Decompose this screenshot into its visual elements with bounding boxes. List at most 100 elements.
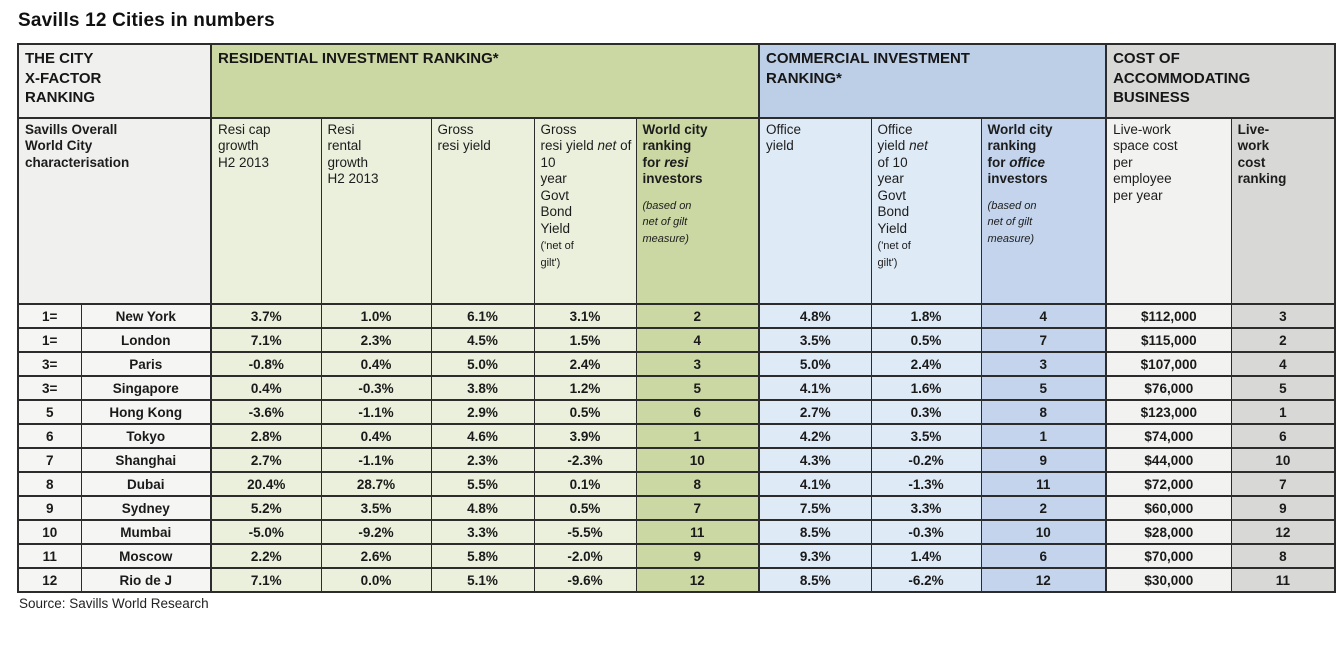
resi-rank-cell: 6 bbox=[635, 399, 760, 425]
xfactor-rank-cell: 11 bbox=[17, 543, 82, 569]
xfactor-rank-cell: 1= bbox=[17, 303, 82, 329]
gross-resi-yield-net-cell: 0.5% bbox=[533, 399, 637, 425]
resi-rental-growth-cell: 2.3% bbox=[320, 327, 432, 353]
gross-resi-yield-net-cell: -9.6% bbox=[533, 567, 637, 593]
office-yield-cell: 4.1% bbox=[758, 471, 872, 497]
office-rank-cell: 4 bbox=[980, 303, 1107, 329]
office-rank-cell: 7 bbox=[980, 327, 1107, 353]
xfactor-rank-cell: 1= bbox=[17, 327, 82, 353]
office-yield-net-cell: -1.3% bbox=[870, 471, 982, 497]
gross-resi-yield-cell: 5.1% bbox=[430, 567, 535, 593]
live-work-cost-cell: $76,000 bbox=[1105, 375, 1232, 401]
gross-resi-yield-cell: 5.0% bbox=[430, 351, 535, 377]
group-city-xfactor: THE CITY X-FACTOR RANKING bbox=[17, 43, 212, 119]
city-cell: Mumbai bbox=[80, 519, 212, 545]
col-header-live-work-cost-ranking: Live- work cost ranking bbox=[1230, 117, 1336, 305]
live-work-cost-cell: $72,000 bbox=[1105, 471, 1232, 497]
office-yield-net-cell: 1.6% bbox=[870, 375, 982, 401]
live-work-cost-cell: $74,000 bbox=[1105, 423, 1232, 449]
live-work-rank-cell: 6 bbox=[1230, 423, 1336, 449]
live-work-rank-cell: 12 bbox=[1230, 519, 1336, 545]
city-cell: Singapore bbox=[80, 375, 212, 401]
live-work-cost-cell: $123,000 bbox=[1105, 399, 1232, 425]
table-row: 12 Rio de J 7.1% 0.0% 5.1% -9.6% 12 8.5% -6.2% 12… bbox=[17, 567, 1336, 593]
gross-resi-yield-cell: 4.5% bbox=[430, 327, 535, 353]
xfactor-rank-cell: 10 bbox=[17, 519, 82, 545]
resi-rank-cell: 4 bbox=[635, 327, 760, 353]
office-yield-cell: 5.0% bbox=[758, 351, 872, 377]
office-yield-cell: 4.3% bbox=[758, 447, 872, 473]
col-header-office-yield: Office yield bbox=[758, 117, 872, 305]
xfactor-rank-cell: 3= bbox=[17, 351, 82, 377]
table-row: 3= Paris -0.8% 0.4% 5.0% 2.4% 3 5.0% 2.4% 3 $107,0… bbox=[17, 351, 1336, 377]
resi-cap-growth-cell: -3.6% bbox=[210, 399, 322, 425]
resi-rental-growth-cell: -1.1% bbox=[320, 447, 432, 473]
live-work-rank-cell: 9 bbox=[1230, 495, 1336, 521]
resi-cap-growth-cell: 2.8% bbox=[210, 423, 322, 449]
col-header-office-yield-net: Office yield net of 10 year Govt Bond Yi… bbox=[870, 117, 982, 305]
resi-rental-growth-cell: 0.4% bbox=[320, 351, 432, 377]
live-work-rank-cell: 2 bbox=[1230, 327, 1336, 353]
gross-resi-yield-net-cell: 3.9% bbox=[533, 423, 637, 449]
resi-cap-growth-cell: 0.4% bbox=[210, 375, 322, 401]
office-yield-cell: 7.5% bbox=[758, 495, 872, 521]
city-cell: New York bbox=[80, 303, 212, 329]
office-yield-cell: 4.1% bbox=[758, 375, 872, 401]
resi-rental-growth-cell: -9.2% bbox=[320, 519, 432, 545]
office-rank-cell: 3 bbox=[980, 351, 1107, 377]
live-work-cost-cell: $44,000 bbox=[1105, 447, 1232, 473]
office-yield-cell: 2.7% bbox=[758, 399, 872, 425]
office-yield-cell: 8.5% bbox=[758, 567, 872, 593]
office-rank-cell: 6 bbox=[980, 543, 1107, 569]
live-work-cost-cell: $28,000 bbox=[1105, 519, 1232, 545]
city-cell: Dubai bbox=[80, 471, 212, 497]
group-header-row: THE CITY X-FACTOR RANKING RESIDENTIAL IN… bbox=[17, 43, 1336, 119]
resi-cap-growth-cell: 5.2% bbox=[210, 495, 322, 521]
live-work-rank-cell: 4 bbox=[1230, 351, 1336, 377]
city-cell: Moscow bbox=[80, 543, 212, 569]
office-rank-cell: 12 bbox=[980, 567, 1107, 593]
resi-rank-cell: 8 bbox=[635, 471, 760, 497]
col-header-resi-ranking: World city ranking for resi investors (ba… bbox=[635, 117, 760, 305]
gross-resi-yield-net-cell: 1.2% bbox=[533, 375, 637, 401]
resi-cap-growth-cell: 2.7% bbox=[210, 447, 322, 473]
live-work-cost-cell: $60,000 bbox=[1105, 495, 1232, 521]
gross-resi-yield-cell: 3.3% bbox=[430, 519, 535, 545]
xfactor-rank-cell: 5 bbox=[17, 399, 82, 425]
resi-rank-cell: 11 bbox=[635, 519, 760, 545]
office-yield-net-cell: 1.8% bbox=[870, 303, 982, 329]
gross-resi-yield-cell: 2.3% bbox=[430, 447, 535, 473]
office-yield-net-cell: -0.3% bbox=[870, 519, 982, 545]
office-yield-net-cell: -0.2% bbox=[870, 447, 982, 473]
office-yield-cell: 3.5% bbox=[758, 327, 872, 353]
table-row: 1= London 7.1% 2.3% 4.5% 1.5% 4 3.5% 0.5% 7 $115,0… bbox=[17, 327, 1336, 353]
col-header-gross-resi-yield: Gross resi yield bbox=[430, 117, 535, 305]
resi-rental-growth-cell: -0.3% bbox=[320, 375, 432, 401]
city-cell: Hong Kong bbox=[80, 399, 212, 425]
gross-resi-yield-net-cell: 1.5% bbox=[533, 327, 637, 353]
col-header-characterisation: Savills Overall World City characterisat… bbox=[17, 117, 212, 305]
col-header-live-work-cost: Live-work space cost per employee per ye… bbox=[1105, 117, 1232, 305]
office-yield-net-cell: 0.5% bbox=[870, 327, 982, 353]
xfactor-rank-cell: 8 bbox=[17, 471, 82, 497]
office-yield-net-cell: 2.4% bbox=[870, 351, 982, 377]
resi-rank-cell: 1 bbox=[635, 423, 760, 449]
resi-rank-cell: 3 bbox=[635, 351, 760, 377]
gross-resi-yield-cell: 4.8% bbox=[430, 495, 535, 521]
office-yield-cell: 4.8% bbox=[758, 303, 872, 329]
gross-resi-yield-net-cell: -5.5% bbox=[533, 519, 637, 545]
gross-resi-yield-cell: 5.5% bbox=[430, 471, 535, 497]
group-commercial-ranking: COMMERCIAL INVESTMENT RANKING* bbox=[758, 43, 1107, 119]
resi-cap-growth-cell: 3.7% bbox=[210, 303, 322, 329]
page-title: Savills 12 Cities in numbers bbox=[18, 10, 275, 31]
gross-resi-yield-cell: 4.6% bbox=[430, 423, 535, 449]
table-row: 8 Dubai 20.4% 28.7% 5.5% 0.1% 8 4.1% -1.3% 11 $72,… bbox=[17, 471, 1336, 497]
live-work-cost-cell: $107,000 bbox=[1105, 351, 1232, 377]
resi-cap-growth-cell: 7.1% bbox=[210, 567, 322, 593]
live-work-rank-cell: 5 bbox=[1230, 375, 1336, 401]
resi-rank-cell: 7 bbox=[635, 495, 760, 521]
group-cost-of-business: COST OF ACCOMMODATING BUSINESS bbox=[1105, 43, 1336, 119]
group-residential-ranking: RESIDENTIAL INVESTMENT RANKING* bbox=[209, 43, 760, 119]
gross-resi-yield-cell: 6.1% bbox=[430, 303, 535, 329]
col-header-gross-resi-yield-net: Gross resi yield net of 10 year Govt Bon… bbox=[533, 117, 637, 305]
